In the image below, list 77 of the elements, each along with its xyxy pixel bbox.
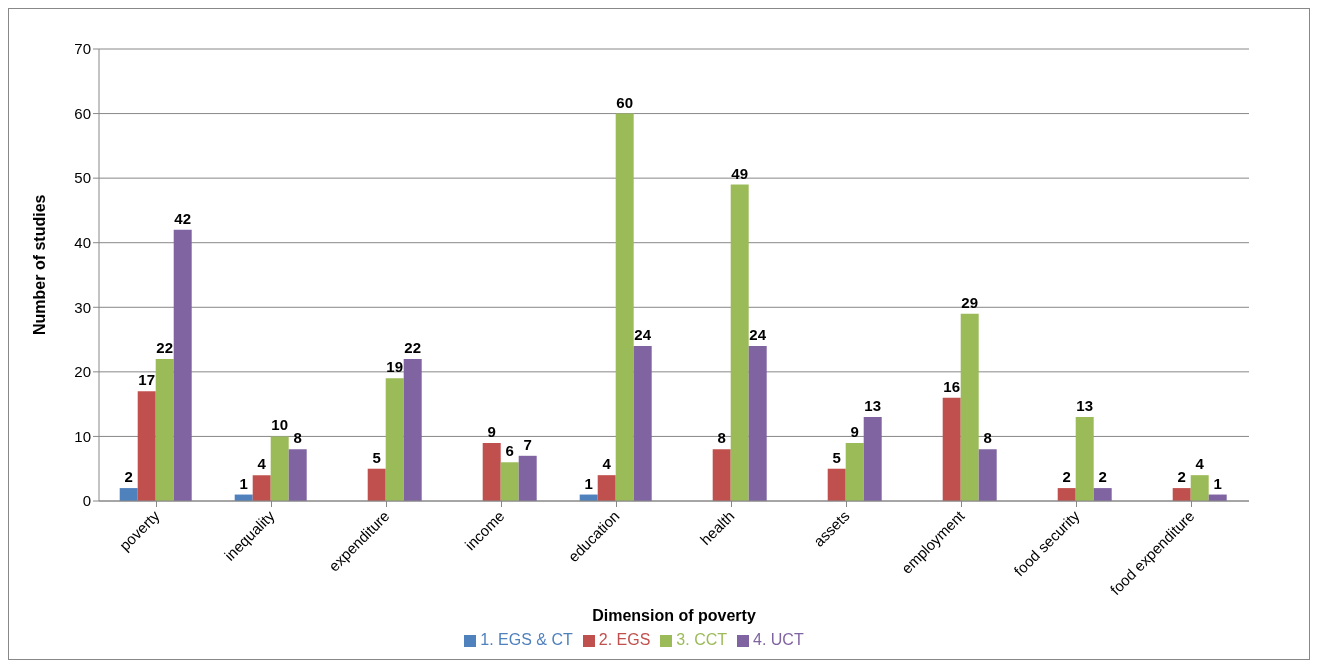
y-tick-label: 10 [74, 427, 91, 445]
data-label: 1 [1213, 474, 1222, 492]
data-label: 22 [156, 338, 174, 356]
bar [173, 229, 192, 501]
data-label: 49 [731, 164, 749, 182]
data-label: 19 [386, 358, 404, 376]
bar [1190, 475, 1209, 501]
bar [403, 358, 422, 501]
bar [1057, 488, 1076, 501]
bar [252, 475, 271, 501]
bar [597, 475, 616, 501]
bar [748, 346, 767, 501]
bar [1075, 417, 1094, 501]
legend-label: 2. EGS [598, 631, 651, 648]
bar [385, 378, 404, 501]
data-label: 4 [1195, 455, 1205, 473]
bar [482, 442, 501, 501]
bar [518, 455, 537, 501]
y-tick-label: 50 [74, 169, 91, 187]
y-tick-label: 70 [74, 40, 91, 58]
bar [1172, 488, 1191, 501]
legend-label: 4. UCT [753, 631, 804, 648]
y-axis-title: Number of studies [30, 194, 48, 335]
data-label: 8 [983, 429, 992, 447]
bar [827, 468, 846, 501]
data-label: 60 [616, 93, 634, 111]
bar [960, 313, 979, 501]
data-label: 8 [717, 429, 726, 447]
data-label: 22 [404, 338, 422, 356]
bar [712, 449, 731, 501]
data-label: 13 [864, 397, 882, 415]
bar [845, 442, 864, 501]
data-label: 9 [850, 422, 859, 440]
data-label: 2 [1062, 468, 1071, 486]
bar [633, 346, 652, 501]
data-label: 4 [257, 455, 267, 473]
data-label: 42 [174, 209, 192, 227]
bar [942, 397, 961, 501]
y-tick-label: 20 [74, 363, 91, 381]
data-label: 2 [124, 468, 133, 486]
y-tick-label: 60 [74, 104, 91, 122]
data-label: 8 [293, 429, 302, 447]
data-label: 29 [961, 293, 979, 311]
data-label: 5 [372, 448, 381, 466]
bar [137, 391, 156, 501]
legend-label: 3. CCT [676, 631, 728, 648]
data-label: 2 [1098, 468, 1107, 486]
x-axis-title: Dimension of poverty [592, 607, 756, 624]
data-label: 24 [749, 326, 767, 344]
data-label: 2 [1177, 468, 1186, 486]
data-label: 10 [271, 416, 289, 434]
y-tick-label: 0 [82, 492, 91, 510]
data-label: 24 [634, 326, 652, 344]
bar [615, 113, 634, 501]
bar [288, 449, 307, 501]
bar [155, 358, 174, 501]
y-tick-label: 40 [74, 234, 91, 252]
bar [730, 184, 749, 501]
bar [500, 462, 519, 501]
bar [270, 436, 289, 501]
bar [863, 417, 882, 501]
bar [119, 488, 138, 501]
data-label: 17 [138, 371, 156, 389]
data-label: 4 [602, 455, 612, 473]
data-label: 1 [584, 474, 593, 492]
bar [367, 468, 386, 501]
y-tick-label: 30 [74, 298, 91, 316]
data-label: 6 [505, 442, 514, 460]
legend-label: 1. EGS & CT [480, 631, 573, 648]
data-label: 16 [943, 377, 961, 395]
data-label: 7 [523, 435, 532, 453]
data-label: 1 [239, 474, 248, 492]
bar [978, 449, 997, 501]
bar [1093, 488, 1112, 501]
data-label: 9 [487, 422, 496, 440]
data-label: 5 [832, 448, 841, 466]
data-label: 13 [1076, 397, 1094, 415]
